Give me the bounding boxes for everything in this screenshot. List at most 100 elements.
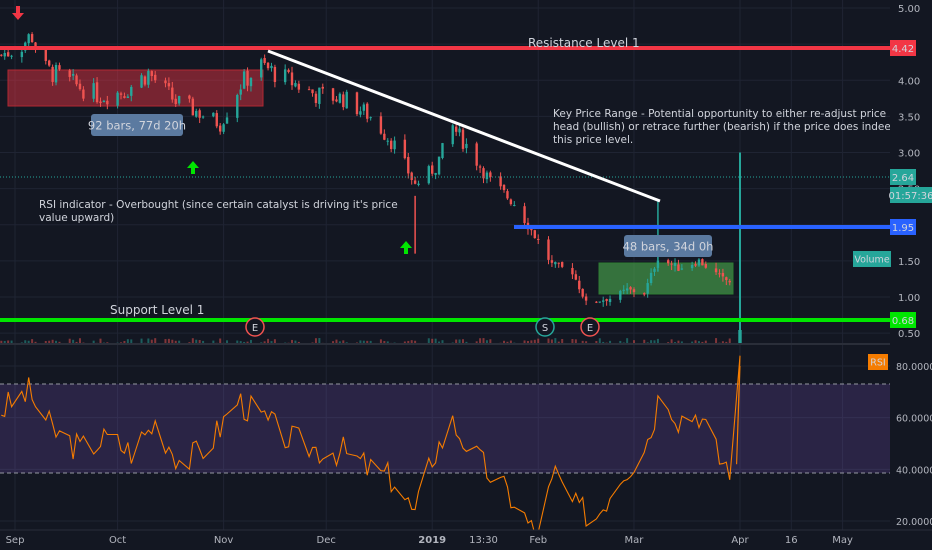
volume-bar: [704, 340, 707, 344]
countdown-tag: 01:57:36: [889, 191, 932, 202]
event-marker-icon[interactable]: [535, 317, 555, 337]
candle-body: [554, 262, 557, 265]
candle-body: [198, 110, 201, 118]
volume-bar: [75, 341, 78, 344]
volume-bar: [526, 340, 529, 344]
candle-body: [578, 280, 581, 290]
volume-bar: [314, 338, 317, 344]
candle-body: [311, 89, 314, 94]
candle-body: [130, 86, 133, 96]
range-label-1-bg: [91, 114, 183, 136]
event-marker-label: E: [252, 323, 258, 334]
price-tick-label: 1.50: [898, 257, 920, 268]
volume-bar: [267, 338, 270, 344]
candle-body: [451, 125, 454, 145]
price-axis-bg: [890, 0, 932, 550]
volume-bar: [10, 340, 13, 344]
event-marker-icon[interactable]: [245, 317, 265, 337]
volume-bar: [479, 338, 482, 344]
candle-body: [407, 156, 410, 174]
candle-body: [523, 206, 526, 224]
candle-body: [195, 110, 198, 117]
key-range-note-line-2: head (bullish) or retrace further (beari…: [553, 121, 915, 133]
candle-body: [335, 99, 338, 102]
volume-bar: [574, 339, 577, 344]
price-tick-label: 3.00: [898, 149, 920, 160]
event-marker-label: E: [587, 323, 593, 334]
volume-bar: [226, 340, 229, 344]
volume-bar: [523, 340, 526, 344]
volume-bar: [701, 341, 704, 344]
candle-body: [273, 66, 277, 82]
candle-body: [537, 238, 540, 240]
candle-body: [694, 264, 697, 266]
volume-bar: [434, 338, 437, 344]
volume-bar: [48, 340, 51, 344]
candle-body: [92, 83, 95, 99]
volume-bar: [154, 338, 157, 344]
volume-bar: [0, 340, 3, 344]
event-marker-icon[interactable]: [580, 317, 600, 337]
volume-bar: [461, 339, 464, 344]
candle-body: [581, 288, 584, 297]
candle-body: [30, 34, 34, 43]
sell-arrow-icon[interactable]: [12, 6, 24, 20]
rsi-tick-label: 60.0000: [896, 414, 932, 425]
volume-bar: [7, 340, 10, 344]
candle-body: [71, 74, 75, 76]
candle-body: [533, 230, 537, 239]
volume-bar: [738, 330, 742, 344]
candle-body: [150, 71, 153, 77]
candle-body: [602, 300, 605, 302]
candle-body: [478, 166, 482, 168]
volume-bar: [482, 338, 485, 344]
rsi-tag-bg[interactable]: [868, 354, 888, 370]
key-range-note-line-3: this price level.: [553, 134, 633, 146]
volume-bar: [243, 341, 246, 344]
volume-bar: [427, 338, 430, 344]
candle-body: [188, 95, 191, 99]
candle-body: [413, 180, 417, 184]
candle-body: [434, 172, 437, 175]
candle-body: [417, 183, 420, 185]
volume-bar: [44, 340, 47, 344]
volume-bar: [147, 338, 150, 344]
time-tick-label: May: [832, 535, 853, 546]
candle-body: [362, 104, 366, 111]
volume-bar: [55, 340, 58, 344]
volume-bar: [677, 340, 680, 344]
volume-tag-bg[interactable]: [853, 251, 891, 267]
trend-line[interactable]: [267, 49, 661, 203]
candle-body: [174, 98, 177, 105]
candle-body: [547, 239, 550, 260]
volume-bar: [438, 341, 441, 344]
volume-bar: [58, 341, 61, 344]
volume-bar: [369, 340, 372, 344]
candle-body: [242, 71, 246, 89]
rsi-tick-label: 40.0000: [896, 465, 932, 476]
candle-body: [27, 34, 30, 44]
volume-bar: [246, 341, 249, 344]
resistance-price-tag: 4.42: [892, 44, 914, 55]
volume-bar: [24, 340, 27, 344]
candle-body: [68, 70, 71, 77]
time-tick-label: Apr: [731, 535, 749, 546]
resistance-price-tag-bg: [890, 40, 916, 56]
candle-body: [318, 87, 321, 104]
candle-body: [530, 228, 533, 231]
volume-bar: [680, 341, 683, 344]
volume-bar: [359, 340, 362, 344]
rsi-tag[interactable]: RSI: [870, 358, 885, 369]
volume-bar: [598, 338, 601, 344]
volume-tag[interactable]: Volume: [854, 255, 889, 266]
candle-body: [75, 75, 78, 85]
volume-bar: [123, 340, 126, 344]
volume-bar: [335, 339, 338, 344]
volume-bar: [503, 340, 506, 344]
buy-arrow-icon[interactable]: [400, 241, 412, 254]
buy-arrow-icon[interactable]: [187, 161, 199, 174]
candle-body: [321, 86, 324, 89]
volume-bar: [263, 341, 266, 344]
candle-body: [714, 268, 718, 273]
